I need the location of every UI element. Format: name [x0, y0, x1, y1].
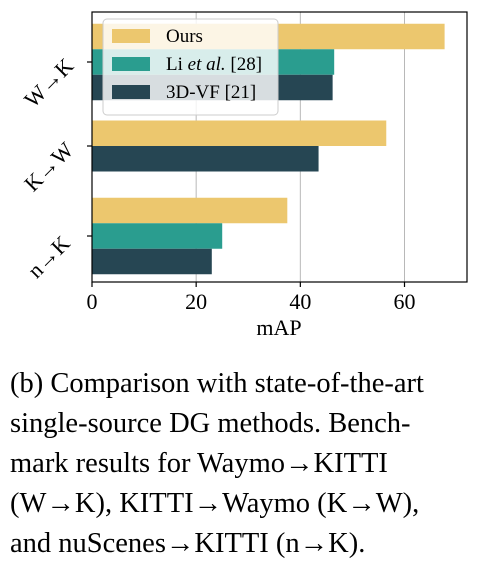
bar — [92, 120, 387, 146]
bar-chart: 0 20 40 60 W→K K→W n→K mAP Ours Li et al. [28]… — [19, 11, 468, 340]
caption-line: (W→K), KITTI→Waymo (K→W), — [10, 488, 420, 519]
x-axis-label: mAP — [256, 315, 301, 340]
y-tick-label: K→W — [19, 137, 78, 196]
legend-swatch — [112, 57, 150, 71]
y-axis-ticks: W→K K→W n→K — [19, 53, 92, 283]
legend: Ours Li et al. [28] 3D-VF [21] — [102, 18, 279, 116]
figure-caption: (b) Comparison with state-of-the-art sing… — [10, 364, 486, 564]
caption-line: mark results for Waymo→KITTI — [10, 448, 388, 479]
legend-swatch — [112, 29, 150, 43]
legend-swatch — [112, 85, 150, 99]
x-tick-label: 0 — [87, 289, 98, 314]
x-tick-label: 40 — [289, 289, 311, 314]
bar — [92, 197, 288, 224]
x-axis-ticks: 0 20 40 60 — [87, 282, 416, 314]
caption-line: single-source DG methods. Bench- — [10, 408, 411, 439]
caption-line: (b) Comparison with state-of-the-art — [10, 368, 424, 399]
legend-label: Ours — [166, 26, 203, 47]
bar — [92, 146, 319, 172]
x-tick-label: 20 — [185, 289, 207, 314]
y-tick-label: n→K — [23, 231, 75, 283]
x-tick-label: 60 — [394, 289, 416, 314]
bar — [92, 248, 212, 275]
caption-line: and nuScenes→KITTI (n→K). — [10, 528, 366, 559]
plot-frame — [91, 11, 468, 283]
legend-label: 3D-VF [21] — [166, 82, 256, 103]
bar — [92, 223, 223, 249]
y-tick-label: W→K — [19, 53, 78, 112]
legend-label: Li et al. [28] — [166, 54, 262, 75]
